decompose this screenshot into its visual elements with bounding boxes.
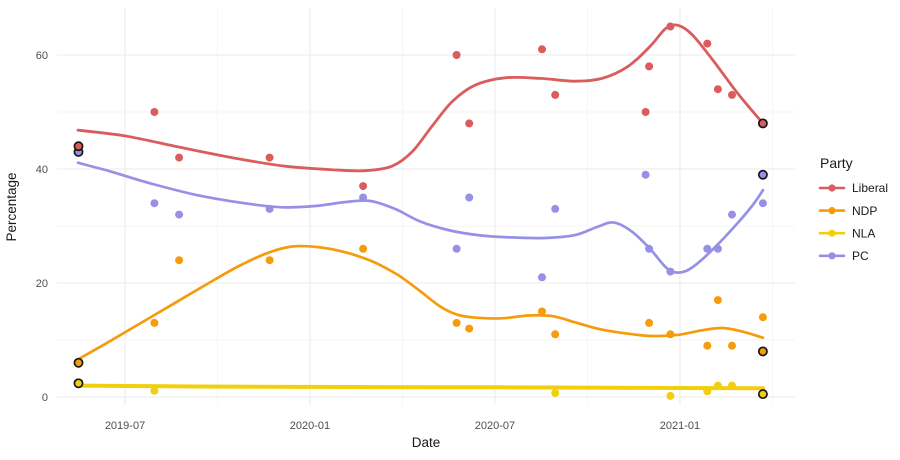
data-point-ndp [265,256,274,265]
data-point-pc [645,244,654,253]
election-point-ndp [757,346,768,357]
data-point-ndp [551,330,560,339]
data-point-nla [150,386,159,395]
data-point-liberal [175,153,184,162]
data-point-pc [641,170,650,179]
election-point-ndp [73,357,84,368]
legend-entry-label: Liberal [852,181,888,195]
x-tick-label: 2020-07 [475,420,515,432]
data-point-ndp [703,341,712,350]
data-point-ndp [538,307,546,316]
data-point-liberal [551,90,560,99]
x-tick-label: 2019-07 [105,420,145,432]
data-point-ndp [666,330,675,339]
data-point-liberal [452,51,461,59]
x-tick-label: 2021-01 [660,420,700,432]
data-point-pc [265,204,274,213]
legend-entry-liberal: Liberal [818,181,888,195]
data-point-ndp [465,324,474,333]
data-point-ndp [728,341,736,350]
election-point-pc [757,169,768,180]
election-point-nla [757,389,768,400]
data-point-pc [150,199,159,208]
data-point-pc [758,199,767,208]
legend-entry-label: NLA [852,226,875,240]
data-point-liberal [728,90,736,99]
smooth-line-nla [76,383,765,391]
data-point-nla [728,381,736,390]
x-tick-label: 2020-01 [290,420,330,432]
legend-title: Party [820,155,853,171]
data-point-liberal [465,119,474,128]
y-tick-label: 0 [42,392,48,404]
data-point-liberal [666,22,675,31]
data-point-ndp [452,318,461,327]
legend-entry-label: PC [852,249,869,263]
data-point-liberal [359,182,368,191]
election-point-liberal [73,141,84,152]
data-point-ndp [758,313,767,322]
legend-entry-ndp: NDP [818,204,877,218]
data-point-pc [452,244,461,253]
data-point-pc [538,273,546,282]
data-point-pc [713,244,722,253]
data-point-pc [728,210,736,219]
x-axis-title: Date [412,435,441,450]
legend: Liberal NDP NLA PC [818,181,888,263]
data-point-liberal [150,108,159,116]
data-point-pc [551,204,560,213]
smooth-line-pc [76,161,765,274]
legend-key-point-icon [828,252,836,260]
data-point-ndp [713,296,722,305]
legend-entry-pc: PC [818,249,869,263]
data-point-pc [175,210,184,219]
data-point-nla [703,387,712,396]
data-point-pc [666,267,675,276]
data-point-liberal [645,62,654,71]
data-point-liberal [713,85,722,94]
legend-key-point-icon [828,207,836,215]
data-point-liberal [641,108,650,116]
series-layer [76,22,767,400]
data-point-nla [666,391,675,400]
data-point-liberal [703,39,712,48]
data-point-ndp [150,318,159,327]
data-point-liberal [538,45,546,54]
data-point-ndp [359,244,368,253]
data-point-liberal [265,153,274,162]
election-points-layer [73,118,768,400]
gridlines [57,8,795,405]
legend-entry-label: NDP [852,204,877,218]
legend-key-point-icon [828,184,836,192]
axis-tick-labels: 0 20 40 60 2019-07 2020-01 2020-07 2021-01 [36,50,700,432]
smooth-line-liberal [76,23,765,173]
election-point-nla [73,378,84,389]
data-point-pc [465,193,474,202]
data-point-nla [551,389,560,397]
data-point-nla [713,381,722,390]
data-point-pc [359,193,368,202]
y-axis-title: Percentage [4,172,19,241]
y-tick-label: 60 [36,50,48,62]
smooth-line-ndp [76,244,765,361]
data-point-ndp [645,318,654,327]
legend-entry-nla: NLA [818,226,875,240]
data-point-pc [703,244,712,253]
election-point-liberal [757,118,768,129]
y-tick-label: 20 [36,278,48,290]
data-point-ndp [175,256,184,265]
legend-key-point-icon [828,229,836,237]
y-tick-label: 40 [36,164,48,176]
